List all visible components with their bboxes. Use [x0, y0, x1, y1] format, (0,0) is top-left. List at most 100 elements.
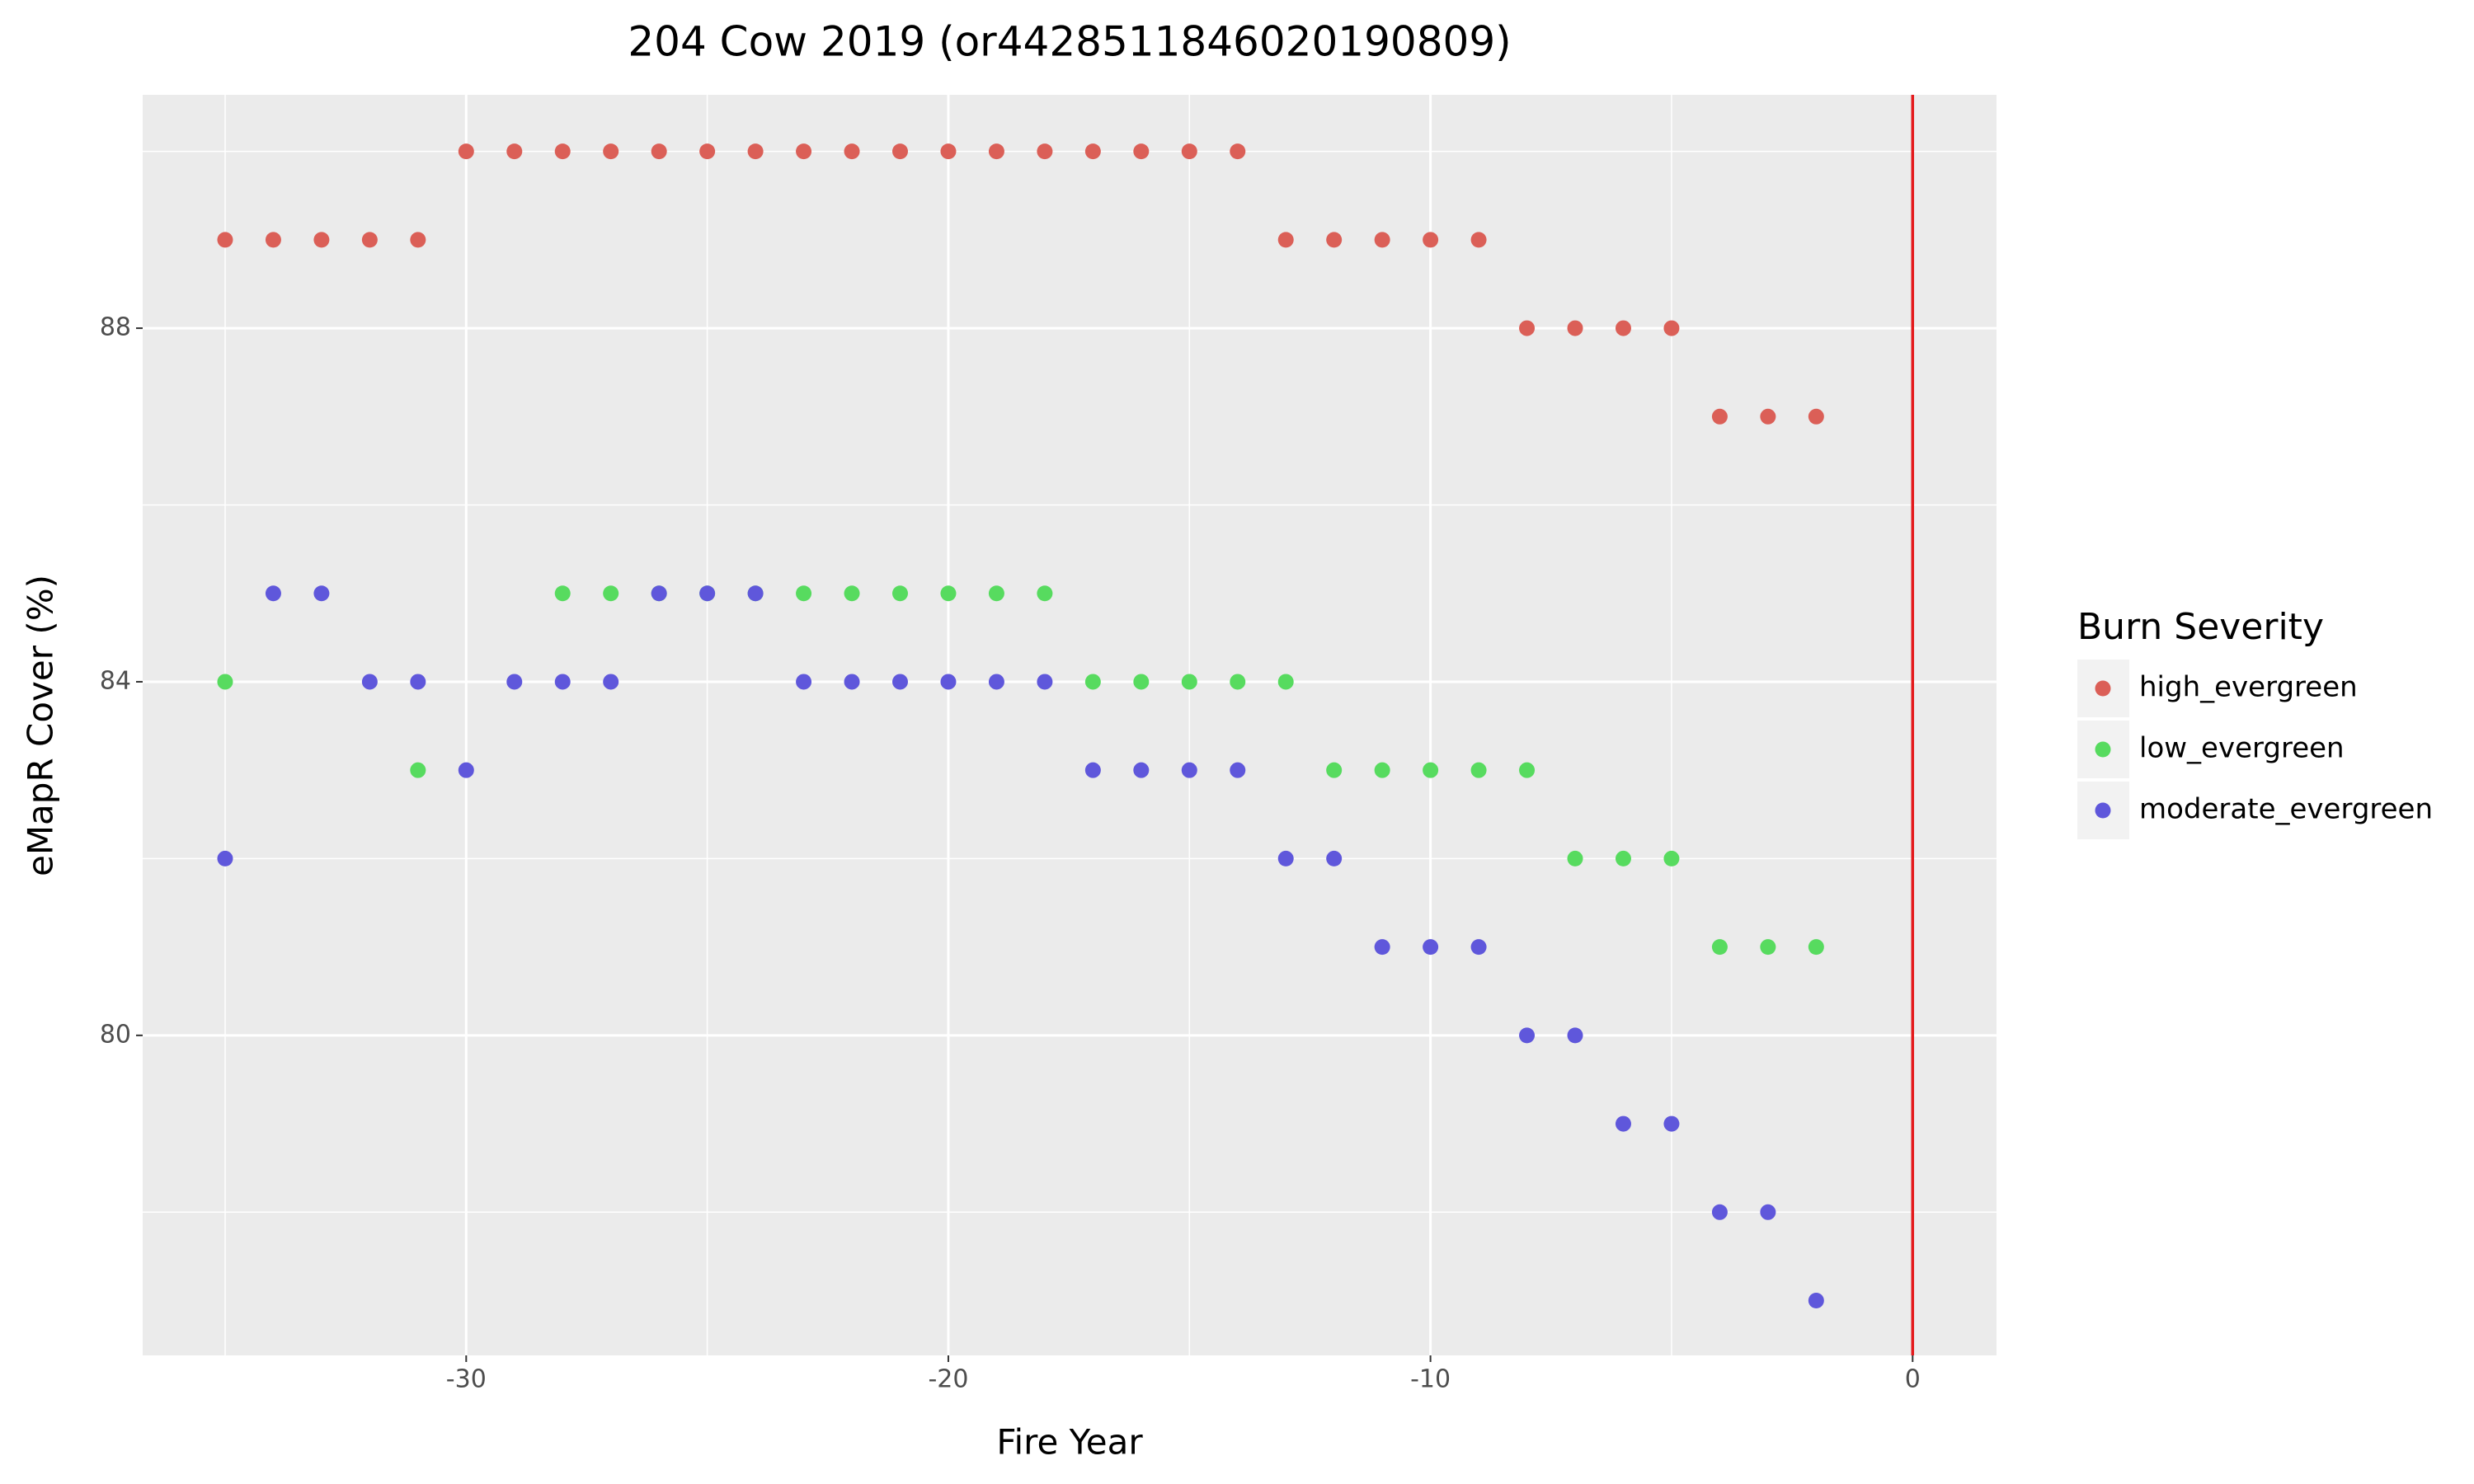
point [1423, 232, 1439, 248]
point [1230, 674, 1246, 690]
point [1326, 850, 1343, 866]
point [554, 585, 571, 602]
point [1037, 674, 1053, 690]
point [265, 585, 281, 602]
point [1133, 762, 1150, 778]
legend-label: high_evergreen [2139, 671, 2358, 704]
chart-title: 204 Cow 2019 (or4428511846020190809) [628, 18, 1511, 66]
point [217, 850, 233, 866]
point [1711, 408, 1728, 425]
point [1374, 939, 1390, 956]
x-tick-label: 0 [1905, 1365, 1921, 1394]
point [1230, 762, 1246, 778]
point [940, 674, 957, 690]
point [747, 585, 764, 602]
point [1615, 320, 1631, 336]
point [603, 674, 619, 690]
point [988, 143, 1004, 160]
point [1519, 1027, 1536, 1044]
point [844, 585, 860, 602]
point [506, 143, 523, 160]
point [554, 143, 571, 160]
point [796, 585, 812, 602]
point [1808, 939, 1824, 956]
point [1470, 232, 1487, 248]
point [1423, 762, 1439, 778]
legend-label: low_evergreen [2139, 732, 2345, 765]
point [1374, 232, 1390, 248]
point [1760, 1204, 1776, 1220]
point [1567, 320, 1583, 336]
legend-marker [2095, 802, 2111, 819]
point [1615, 1115, 1631, 1132]
plot-panel [143, 95, 1997, 1355]
point [651, 585, 667, 602]
point [651, 143, 667, 160]
point [1037, 143, 1053, 160]
point [313, 232, 330, 248]
point [1808, 1293, 1824, 1309]
point [1277, 850, 1294, 866]
point [361, 232, 378, 248]
point [1230, 143, 1246, 160]
point [1711, 1204, 1728, 1220]
point [1760, 408, 1776, 425]
point [891, 143, 908, 160]
point [1181, 674, 1197, 690]
point [603, 143, 619, 160]
point [1277, 232, 1294, 248]
point [217, 674, 233, 690]
point [1181, 143, 1197, 160]
point [554, 674, 571, 690]
point [1133, 143, 1150, 160]
point [1663, 850, 1680, 866]
point [410, 674, 426, 690]
y-tick-label: 88 [100, 313, 131, 342]
point [844, 674, 860, 690]
point [1615, 850, 1631, 866]
point [361, 674, 378, 690]
legend-marker [2095, 741, 2111, 758]
point [796, 143, 812, 160]
x-tick-label: -30 [446, 1365, 487, 1394]
point [458, 143, 474, 160]
y-tick-label: 80 [100, 1020, 131, 1049]
point [1181, 762, 1197, 778]
point [1084, 762, 1101, 778]
y-axis-title: eMapR Cover (%) [21, 575, 61, 876]
point [844, 143, 860, 160]
point [699, 585, 716, 602]
point [940, 143, 957, 160]
point [458, 762, 474, 778]
point [1519, 320, 1536, 336]
point [265, 232, 281, 248]
point [1808, 408, 1824, 425]
point [1326, 762, 1343, 778]
point [1084, 143, 1101, 160]
x-axis-title: Fire Year [996, 1422, 1143, 1463]
point [1374, 762, 1390, 778]
point [1470, 939, 1487, 956]
point [796, 674, 812, 690]
point [1663, 1115, 1680, 1132]
point [747, 143, 764, 160]
point [603, 585, 619, 602]
point [1519, 762, 1536, 778]
legend-title: Burn Severity [2077, 606, 2324, 648]
point [1133, 674, 1150, 690]
x-tick-label: -20 [928, 1365, 968, 1394]
point [410, 762, 426, 778]
point [1084, 674, 1101, 690]
point [1567, 850, 1583, 866]
point [1711, 939, 1728, 956]
point [988, 585, 1004, 602]
point [1423, 939, 1439, 956]
point [313, 585, 330, 602]
point [1470, 762, 1487, 778]
x-tick-label: -10 [1410, 1365, 1451, 1394]
point [410, 232, 426, 248]
point [1277, 674, 1294, 690]
point [1567, 1027, 1583, 1044]
legend-label: moderate_evergreen [2139, 793, 2433, 826]
